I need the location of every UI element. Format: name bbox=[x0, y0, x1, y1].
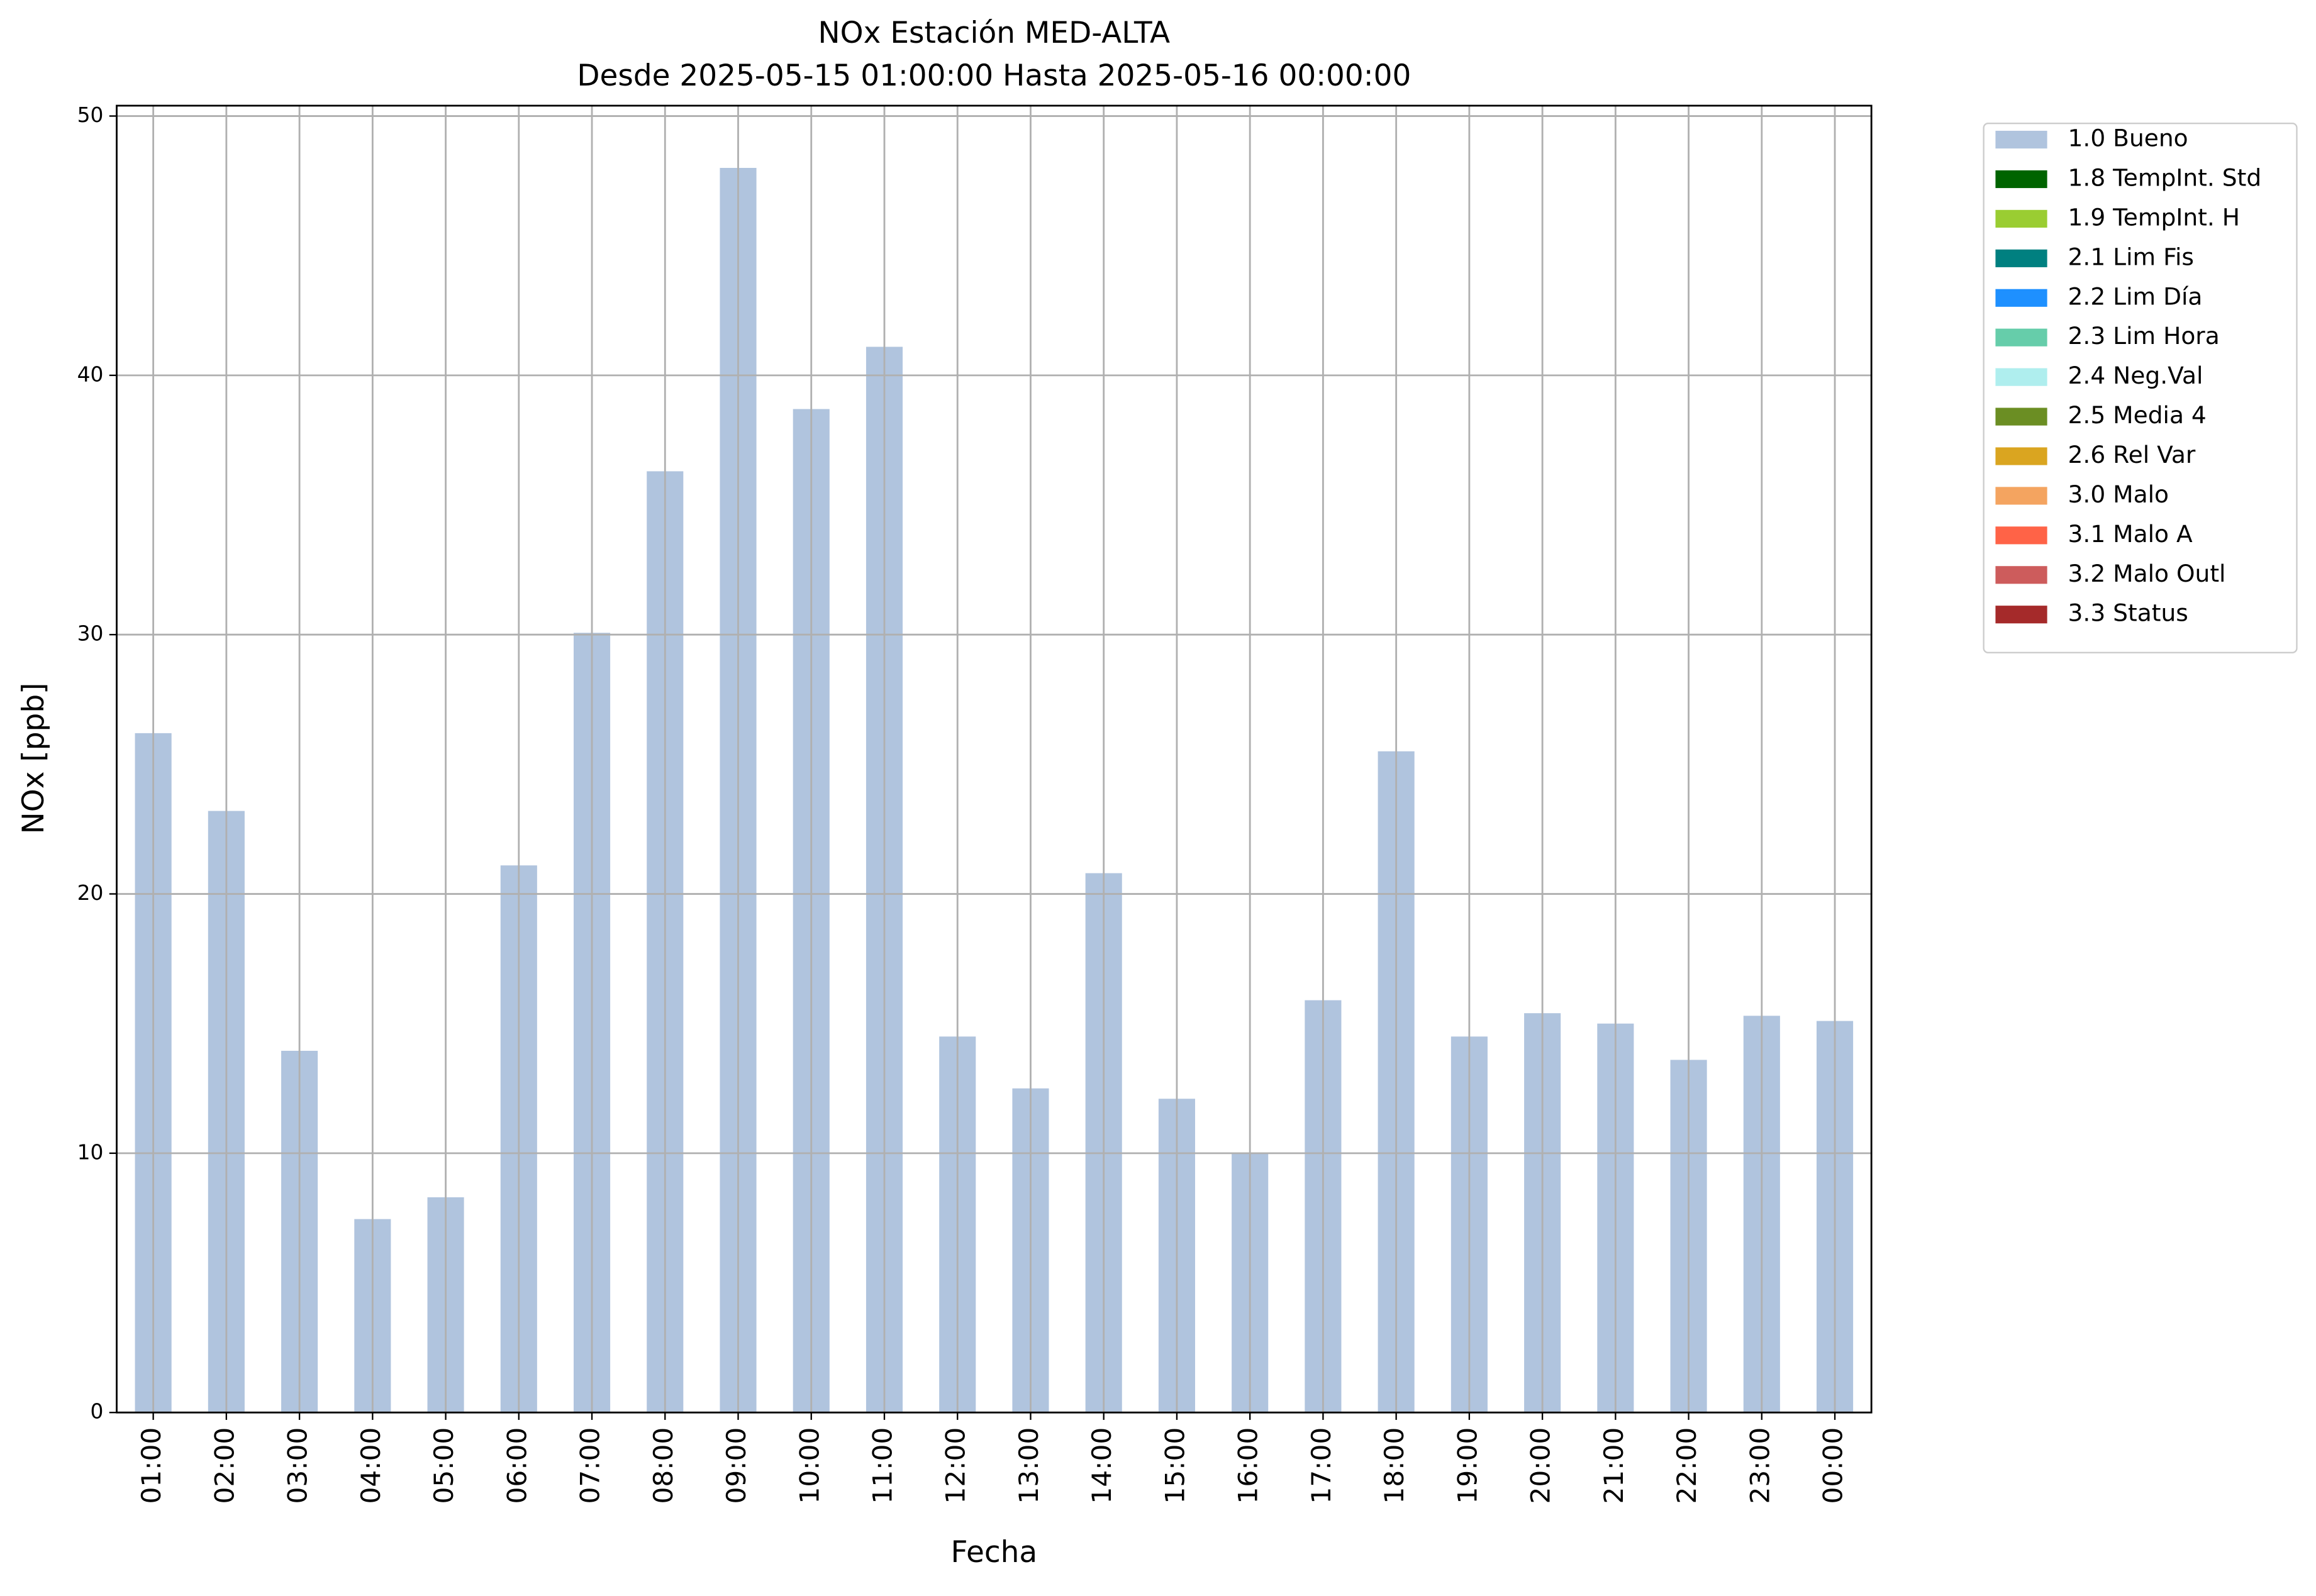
x-tick-label: 07:00 bbox=[575, 1427, 606, 1504]
legend-label: 2.3 Lim Hora bbox=[2068, 322, 2220, 350]
x-tick-label: 03:00 bbox=[282, 1427, 313, 1504]
legend-label: 1.0 Bueno bbox=[2068, 125, 2188, 152]
legend-label: 2.5 Media 4 bbox=[2068, 401, 2207, 429]
plot-frame bbox=[116, 104, 1873, 1414]
x-tick-label: 14:00 bbox=[1086, 1427, 1117, 1504]
legend-swatch bbox=[1995, 289, 2047, 307]
x-tick-label: 16:00 bbox=[1233, 1427, 1264, 1504]
y-axis-label: NOx [ppb] bbox=[16, 683, 51, 834]
legend-swatch bbox=[1995, 170, 2047, 189]
x-tick-label: 15:00 bbox=[1159, 1427, 1190, 1504]
legend-label: 2.4 Neg.Val bbox=[2068, 362, 2203, 389]
legend-swatch bbox=[1995, 566, 2047, 584]
x-tick-label: 11:00 bbox=[867, 1427, 898, 1504]
x-tick-label: 02:00 bbox=[209, 1427, 240, 1504]
legend-swatch bbox=[1995, 407, 2047, 426]
x-tick-label: 01:00 bbox=[136, 1427, 167, 1504]
x-tick-label: 20:00 bbox=[1525, 1427, 1556, 1504]
x-axis-label: Fecha bbox=[951, 1535, 1038, 1570]
legend-swatch bbox=[1995, 368, 2047, 386]
x-tick-label: 22:00 bbox=[1671, 1427, 1702, 1504]
legend-swatch bbox=[1995, 487, 2047, 505]
x-tick-label: 09:00 bbox=[721, 1427, 752, 1504]
legend-label: 3.3 Status bbox=[2068, 599, 2188, 627]
legend-label: 1.8 TempInt. Std bbox=[2068, 163, 2262, 191]
legend-label: 2.1 Lim Fis bbox=[2068, 243, 2194, 270]
legend-label: 1.9 TempInt. H bbox=[2068, 203, 2241, 231]
legend-box bbox=[1983, 123, 2298, 653]
y-tick-label: 10 bbox=[77, 1139, 104, 1164]
y-tick-label: 30 bbox=[77, 621, 104, 646]
legend-label: 3.2 Malo Outl bbox=[2068, 560, 2226, 587]
y-tick-label: 20 bbox=[77, 880, 104, 905]
x-tick-label: 21:00 bbox=[1598, 1427, 1629, 1504]
legend-swatch bbox=[1995, 328, 2047, 346]
x-tick-label: 17:00 bbox=[1306, 1427, 1337, 1504]
legend-swatch bbox=[1995, 249, 2047, 267]
legend-swatch bbox=[1995, 130, 2047, 149]
x-tick-label: 08:00 bbox=[648, 1427, 679, 1504]
y-tick-label: 0 bbox=[90, 1399, 103, 1424]
x-tick-label: 18:00 bbox=[1379, 1427, 1410, 1504]
x-tick-label: 00:00 bbox=[1818, 1427, 1849, 1504]
x-tick-label: 06:00 bbox=[501, 1427, 532, 1504]
x-tick-label: 04:00 bbox=[355, 1427, 386, 1504]
legend-swatch bbox=[1995, 606, 2047, 624]
legend-label: 3.0 Malo bbox=[2068, 480, 2169, 508]
legend-swatch bbox=[1995, 526, 2047, 545]
y-tick-label: 50 bbox=[77, 103, 104, 127]
x-tick-label: 23:00 bbox=[1744, 1427, 1775, 1504]
x-tick-label: 12:00 bbox=[940, 1427, 971, 1504]
chart-subtitle: Desde 2025-05-15 01:00:00 Hasta 2025-05-… bbox=[577, 58, 1411, 93]
x-tick-label: 10:00 bbox=[794, 1427, 825, 1504]
legend-swatch bbox=[1995, 209, 2047, 228]
legend-label: 3.1 Malo A bbox=[2068, 520, 2193, 548]
y-tick-label: 40 bbox=[77, 362, 104, 386]
legend-label: 2.6 Rel Var bbox=[2068, 441, 2196, 468]
chart-title: NOx Estación MED-ALTA bbox=[818, 16, 1171, 50]
x-tick-label: 19:00 bbox=[1452, 1427, 1483, 1504]
x-tick-label: 05:00 bbox=[428, 1427, 459, 1504]
legend-label: 2.2 Lim Día bbox=[2068, 282, 2203, 310]
x-tick-label: 13:00 bbox=[1013, 1427, 1044, 1504]
legend-swatch bbox=[1995, 447, 2047, 465]
